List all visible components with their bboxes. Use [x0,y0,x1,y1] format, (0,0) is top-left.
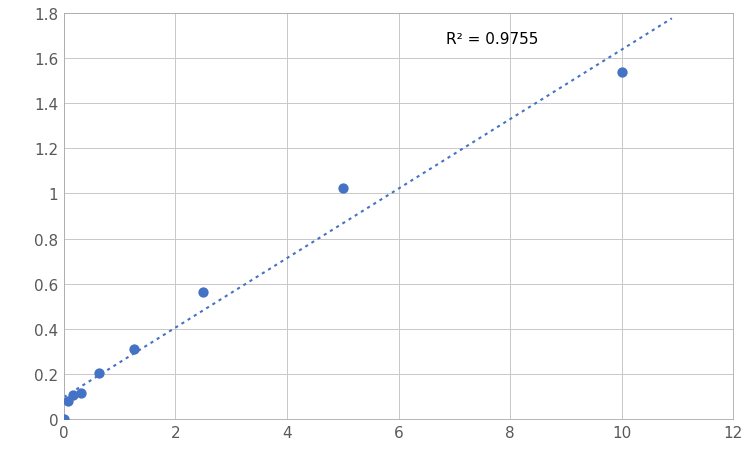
Point [58,415,70,423]
Point [128,346,140,353]
Point [616,69,628,77]
Point [75,389,87,396]
Point [62,397,74,405]
Point [67,391,79,399]
Point [337,185,349,192]
Point [92,369,105,377]
Text: R² = 0.9755: R² = 0.9755 [446,32,538,46]
Point [197,289,209,296]
